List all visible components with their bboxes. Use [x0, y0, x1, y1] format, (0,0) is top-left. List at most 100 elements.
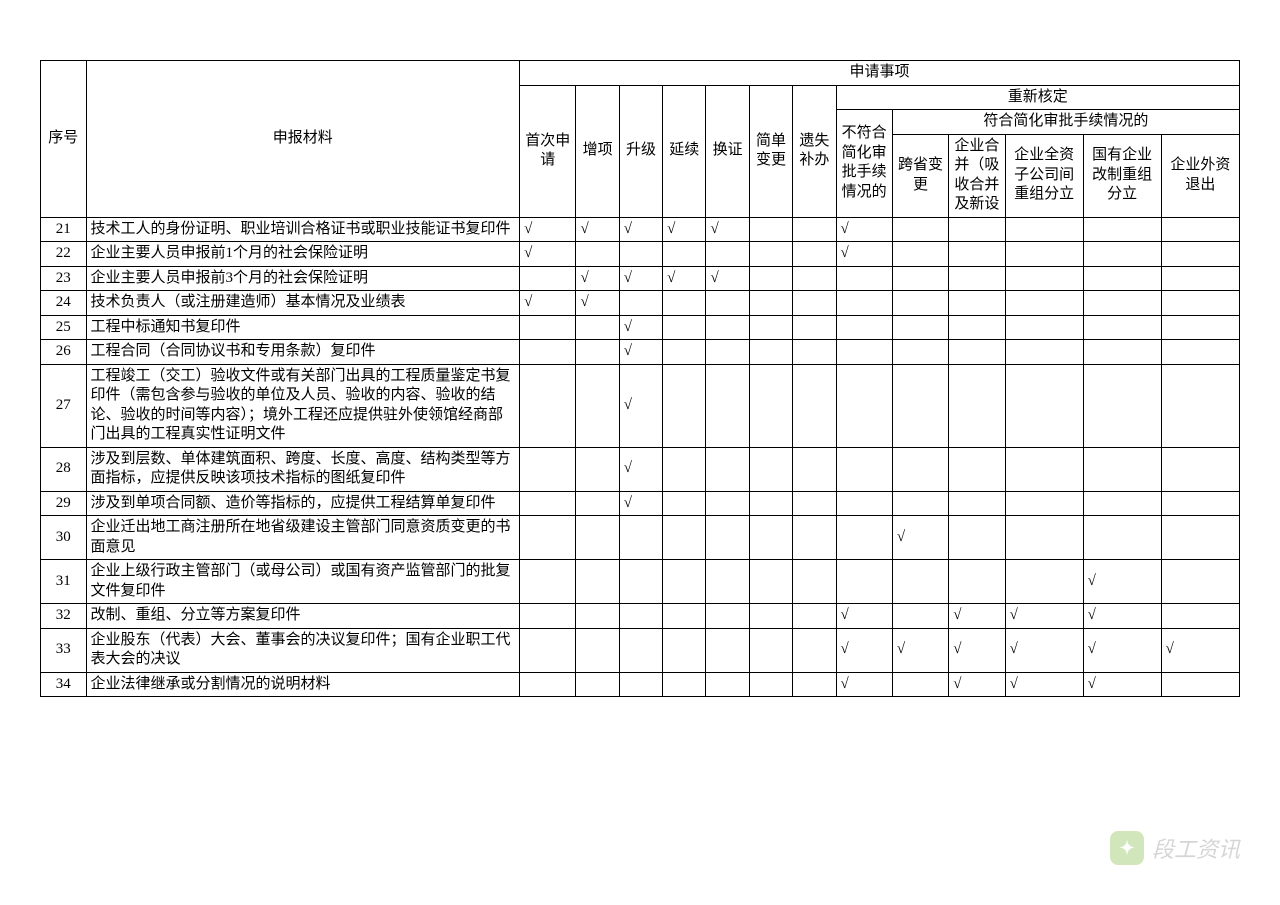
- table-row: 28涉及到层数、单体建筑面积、跨度、长度、高度、结构类型等方面指标，应提供反映该…: [41, 447, 1240, 491]
- cell-check: [749, 315, 792, 340]
- cell-check: [949, 516, 1005, 560]
- cell-check: [793, 242, 836, 267]
- cell-check: [793, 340, 836, 365]
- cell-check: [749, 516, 792, 560]
- cell-check: [793, 315, 836, 340]
- cell-check: [949, 242, 1005, 267]
- cell-check: [1083, 340, 1161, 365]
- cell-check: [663, 604, 706, 629]
- cell-check: √: [1083, 560, 1161, 604]
- cell-check: [663, 560, 706, 604]
- cell-check: [706, 447, 749, 491]
- cell-check: √: [836, 217, 892, 242]
- header-first: 首次申请: [520, 85, 576, 217]
- cell-seq: 34: [41, 672, 87, 697]
- cell-check: √: [619, 217, 662, 242]
- cell-check: [1005, 491, 1083, 516]
- header-cross-province: 跨省变更: [892, 134, 948, 217]
- cell-check: [1161, 672, 1239, 697]
- cell-check: √: [706, 217, 749, 242]
- cell-check: [619, 628, 662, 672]
- cell-check: [706, 672, 749, 697]
- table-header: 序号 申报材料 申请事项 首次申请 增项 升级 延续 换证 简单变更 遗失补办 …: [41, 61, 1240, 218]
- header-apply: 申请事项: [520, 61, 1240, 86]
- cell-check: [576, 516, 619, 560]
- table-body: 21技术工人的身份证明、职业培训合格证书或职业技能证书复印件√√√√√√22企业…: [41, 217, 1240, 697]
- cell-check: √: [1083, 604, 1161, 629]
- cell-check: [1161, 315, 1239, 340]
- cell-check: [1005, 447, 1083, 491]
- cell-material: 工程合同（合同协议书和专用条款）复印件: [86, 340, 520, 365]
- table-row: 21技术工人的身份证明、职业培训合格证书或职业技能证书复印件√√√√√√: [41, 217, 1240, 242]
- cell-check: [949, 217, 1005, 242]
- cell-check: [663, 672, 706, 697]
- cell-check: [836, 364, 892, 447]
- cell-seq: 30: [41, 516, 87, 560]
- cell-check: [663, 516, 706, 560]
- cell-seq: 31: [41, 560, 87, 604]
- table-row: 33企业股东（代表）大会、董事会的决议复印件；国有企业职工代表大会的决议√√√√…: [41, 628, 1240, 672]
- cell-check: [749, 291, 792, 316]
- cell-check: √: [892, 628, 948, 672]
- cell-check: [793, 604, 836, 629]
- cell-check: √: [836, 672, 892, 697]
- cell-material: 涉及到单项合同额、造价等指标的，应提供工程结算单复印件: [86, 491, 520, 516]
- cell-check: [749, 628, 792, 672]
- cell-check: [706, 604, 749, 629]
- cell-check: [1005, 560, 1083, 604]
- cell-check: √: [836, 628, 892, 672]
- cell-check: √: [520, 291, 576, 316]
- header-lost: 遗失补办: [793, 85, 836, 217]
- cell-check: [749, 266, 792, 291]
- cell-check: [1005, 266, 1083, 291]
- header-add: 增项: [576, 85, 619, 217]
- cell-check: [576, 628, 619, 672]
- cell-check: [793, 491, 836, 516]
- cell-check: [663, 491, 706, 516]
- cell-check: [706, 516, 749, 560]
- cell-check: [836, 266, 892, 291]
- header-upgrade: 升级: [619, 85, 662, 217]
- cell-check: √: [520, 217, 576, 242]
- header-soe-reform: 国有企业改制重组分立: [1083, 134, 1161, 217]
- cell-check: [706, 291, 749, 316]
- cell-check: √: [576, 291, 619, 316]
- cell-check: [892, 291, 948, 316]
- cell-check: [892, 217, 948, 242]
- cell-check: [949, 291, 1005, 316]
- cell-check: [949, 447, 1005, 491]
- wechat-icon: ✦: [1110, 831, 1144, 865]
- cell-check: √: [836, 242, 892, 267]
- cell-material: 涉及到层数、单体建筑面积、跨度、长度、高度、结构类型等方面指标，应提供反映该项技…: [86, 447, 520, 491]
- cell-material: 企业主要人员申报前1个月的社会保险证明: [86, 242, 520, 267]
- table-row: 32改制、重组、分立等方案复印件√√√√: [41, 604, 1240, 629]
- cell-seq: 21: [41, 217, 87, 242]
- cell-seq: 29: [41, 491, 87, 516]
- cell-check: [1161, 364, 1239, 447]
- cell-check: [619, 291, 662, 316]
- cell-check: √: [1083, 672, 1161, 697]
- cell-check: [949, 340, 1005, 365]
- cell-seq: 24: [41, 291, 87, 316]
- cell-check: [1161, 516, 1239, 560]
- table-row: 27工程竣工（交工）验收文件或有关部门出具的工程质量鉴定书复印件（需包含参与验收…: [41, 364, 1240, 447]
- cell-check: [749, 340, 792, 365]
- cell-check: [619, 516, 662, 560]
- cell-check: [1083, 447, 1161, 491]
- table-row: 23企业主要人员申报前3个月的社会保险证明√√√√: [41, 266, 1240, 291]
- cell-check: √: [520, 242, 576, 267]
- cell-check: [1161, 604, 1239, 629]
- cell-check: [1005, 291, 1083, 316]
- cell-check: [793, 628, 836, 672]
- cell-check: [520, 672, 576, 697]
- cell-check: √: [663, 217, 706, 242]
- cell-check: [520, 560, 576, 604]
- cell-check: √: [619, 364, 662, 447]
- cell-check: [576, 604, 619, 629]
- cell-check: [520, 340, 576, 365]
- cell-check: [836, 315, 892, 340]
- cell-check: [949, 491, 1005, 516]
- cell-check: [663, 447, 706, 491]
- cell-check: [576, 491, 619, 516]
- cell-check: [520, 315, 576, 340]
